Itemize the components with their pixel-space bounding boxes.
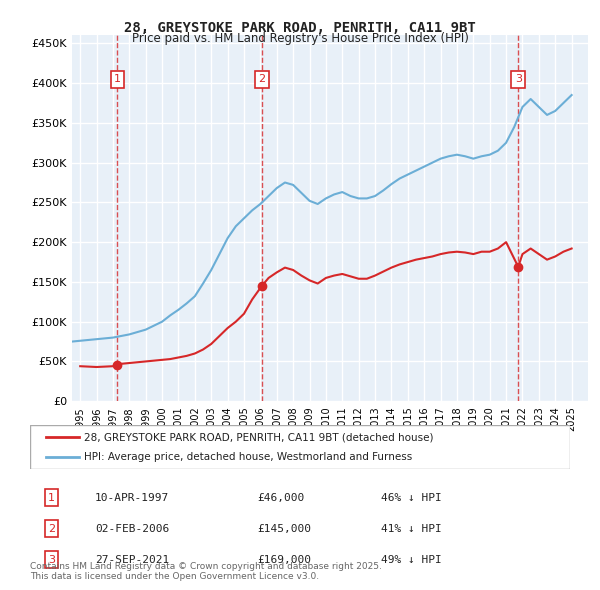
Text: £145,000: £145,000 <box>257 524 311 533</box>
Text: 3: 3 <box>515 74 522 84</box>
Text: £46,000: £46,000 <box>257 493 304 503</box>
Text: Contains HM Land Registry data © Crown copyright and database right 2025.
This d: Contains HM Land Registry data © Crown c… <box>30 562 382 581</box>
Text: 02-FEB-2006: 02-FEB-2006 <box>95 524 169 533</box>
Text: 2: 2 <box>258 74 265 84</box>
Text: 2: 2 <box>48 524 55 533</box>
Text: 10-APR-1997: 10-APR-1997 <box>95 493 169 503</box>
Text: HPI: Average price, detached house, Westmorland and Furness: HPI: Average price, detached house, West… <box>84 452 412 461</box>
Text: 41% ↓ HPI: 41% ↓ HPI <box>381 524 442 533</box>
Text: £169,000: £169,000 <box>257 555 311 565</box>
FancyBboxPatch shape <box>30 425 570 469</box>
Text: 28, GREYSTOKE PARK ROAD, PENRITH, CA11 9BT (detached house): 28, GREYSTOKE PARK ROAD, PENRITH, CA11 9… <box>84 432 433 442</box>
Text: 28, GREYSTOKE PARK ROAD, PENRITH, CA11 9BT: 28, GREYSTOKE PARK ROAD, PENRITH, CA11 9… <box>124 21 476 35</box>
Text: 1: 1 <box>48 493 55 503</box>
Text: 3: 3 <box>48 555 55 565</box>
Text: 46% ↓ HPI: 46% ↓ HPI <box>381 493 442 503</box>
Text: Price paid vs. HM Land Registry's House Price Index (HPI): Price paid vs. HM Land Registry's House … <box>131 32 469 45</box>
Text: 1: 1 <box>114 74 121 84</box>
Text: 27-SEP-2021: 27-SEP-2021 <box>95 555 169 565</box>
Text: 49% ↓ HPI: 49% ↓ HPI <box>381 555 442 565</box>
